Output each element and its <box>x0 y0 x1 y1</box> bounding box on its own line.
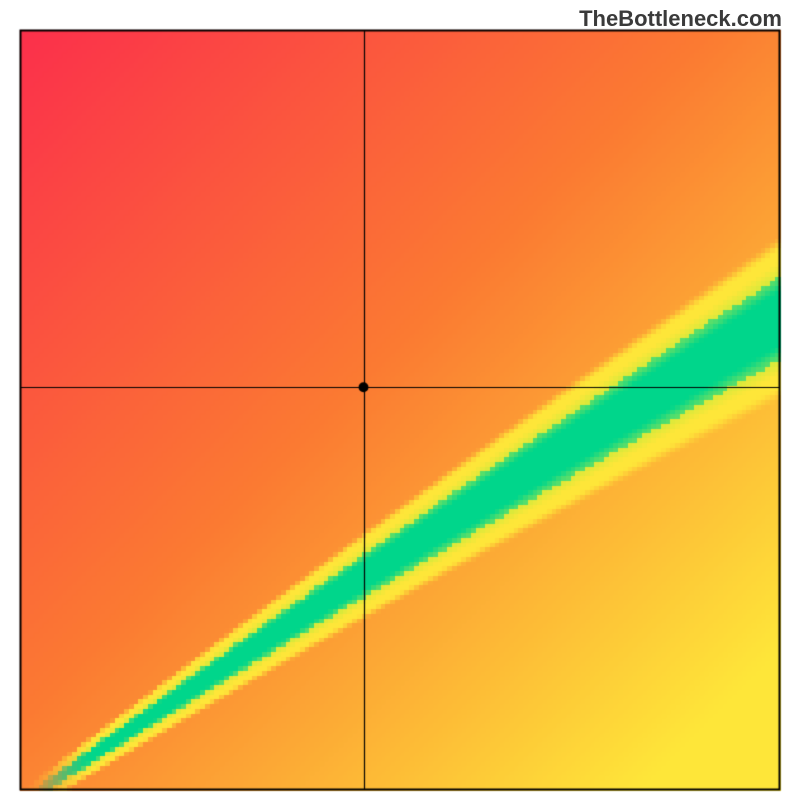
chart-container: TheBottleneck.com <box>0 0 800 800</box>
watermark-text: TheBottleneck.com <box>579 6 782 32</box>
crosshair-overlay <box>0 0 800 800</box>
